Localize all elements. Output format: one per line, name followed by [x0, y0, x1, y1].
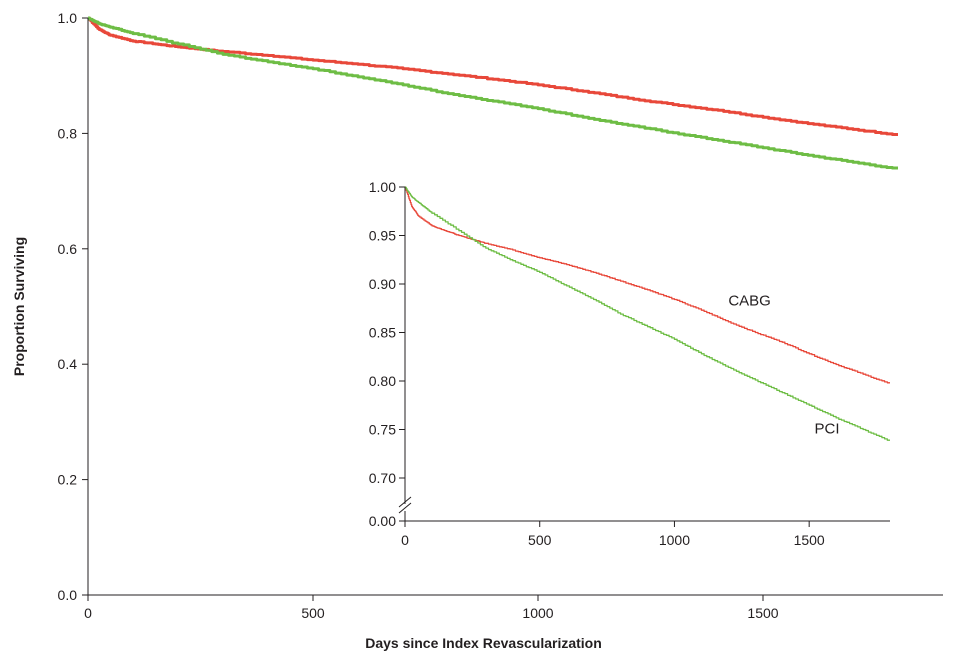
inset-axis-break	[398, 496, 412, 514]
inset-x-ticks: 0 500 1000 1500	[401, 521, 825, 548]
main-y-tick-label-0-8: 0.8	[58, 125, 78, 141]
main-y-tick-label-1-0: 1.0	[58, 10, 78, 26]
main-chart: 0.0 0.2 0.4 0.6 0.8 1.0 0 500 1000 1500 Days sin…	[11, 10, 943, 651]
inset-y-ticks: 1.00 0.95 0.90 0.85 0.80 0.75 0.70	[369, 179, 405, 522]
main-x-tick-label-1500: 1500	[747, 605, 778, 621]
main-series-layer	[87, 16, 898, 170]
inset-break-tick-label: 0.00	[369, 513, 396, 529]
inset-label-cabg: CABG	[728, 292, 771, 309]
inset-y-tick-label-0-90: 0.90	[369, 276, 396, 292]
inset-y-tick-label-0-80: 0.80	[369, 373, 396, 389]
inset-annotations: CABG PCI	[728, 292, 839, 437]
inset-y-tick-label-0-85: 0.85	[369, 325, 396, 341]
inset-y-tick-label-0-95: 0.95	[369, 228, 396, 244]
inset-break-mark-upper	[398, 496, 412, 508]
inset-x-tick-label-1000: 1000	[659, 532, 690, 548]
main-y-tick-label-0-6: 0.6	[58, 241, 78, 257]
inset-series-line-cabg	[405, 186, 890, 384]
main-x-tick-label-0: 0	[84, 605, 92, 621]
main-x-ticks: 0 500 1000 1500	[84, 595, 779, 621]
main-x-axis-title: Days since Index Revascularization	[365, 635, 602, 651]
inset-x-tick-label-0: 0	[401, 532, 409, 548]
inset-series-layer	[405, 186, 890, 441]
main-y-tick-label-0-0: 0.0	[58, 587, 78, 603]
inset-x-tick-label-500: 500	[528, 532, 552, 548]
inset-chart: 1.00 0.95 0.90 0.85 0.80 0.75 0.70 0 500 1000 150…	[369, 179, 890, 548]
inset-break-mark-lower	[398, 502, 412, 514]
main-x-tick-label-1000: 1000	[522, 605, 553, 621]
main-x-tick-label-500: 500	[301, 605, 325, 621]
main-series-line-1	[87, 16, 898, 136]
main-series-line-2	[87, 16, 898, 170]
inset-y-tick-label-1-00: 1.00	[369, 179, 396, 195]
inset-y-tick-label-0-70: 0.70	[369, 470, 396, 486]
main-y-axis-title: Proportion Surviving	[11, 237, 27, 376]
main-y-ticks: 0.0 0.2 0.4 0.6 0.8 1.0	[58, 10, 88, 603]
inset-x-tick-label-1500: 1500	[794, 532, 825, 548]
inset-label-pci: PCI	[815, 420, 840, 437]
inset-y-tick-label-0-75: 0.75	[369, 422, 396, 438]
main-y-tick-label-0-4: 0.4	[58, 356, 78, 372]
inset-series-line-pci	[405, 186, 890, 441]
main-y-tick-label-0-2: 0.2	[58, 472, 78, 488]
